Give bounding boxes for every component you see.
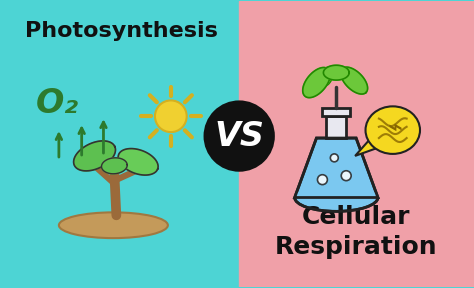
Polygon shape — [355, 138, 383, 156]
FancyArrowPatch shape — [56, 134, 62, 157]
Ellipse shape — [365, 106, 420, 154]
Polygon shape — [303, 67, 330, 98]
Polygon shape — [299, 143, 374, 193]
Bar — [322, 108, 350, 116]
Ellipse shape — [295, 184, 378, 211]
Text: O₂: O₂ — [36, 87, 78, 120]
Bar — [239, 1, 474, 287]
Polygon shape — [101, 158, 127, 174]
Text: ⌁: ⌁ — [387, 116, 402, 140]
Ellipse shape — [59, 212, 168, 238]
FancyArrowPatch shape — [100, 122, 106, 153]
Circle shape — [341, 171, 351, 181]
Polygon shape — [295, 138, 378, 198]
Text: Photosynthesis: Photosynthesis — [25, 21, 218, 41]
Circle shape — [155, 101, 187, 132]
Circle shape — [318, 175, 328, 185]
Polygon shape — [73, 141, 116, 171]
Polygon shape — [118, 149, 158, 175]
Circle shape — [330, 154, 338, 162]
Bar — [4, 1, 239, 287]
FancyArrowPatch shape — [79, 128, 84, 155]
Circle shape — [203, 101, 275, 172]
Polygon shape — [341, 67, 368, 94]
Polygon shape — [320, 67, 333, 86]
Bar — [327, 116, 346, 138]
Text: Cellular
Respiration: Cellular Respiration — [275, 205, 438, 259]
Text: VS: VS — [214, 120, 264, 153]
Polygon shape — [323, 65, 349, 80]
